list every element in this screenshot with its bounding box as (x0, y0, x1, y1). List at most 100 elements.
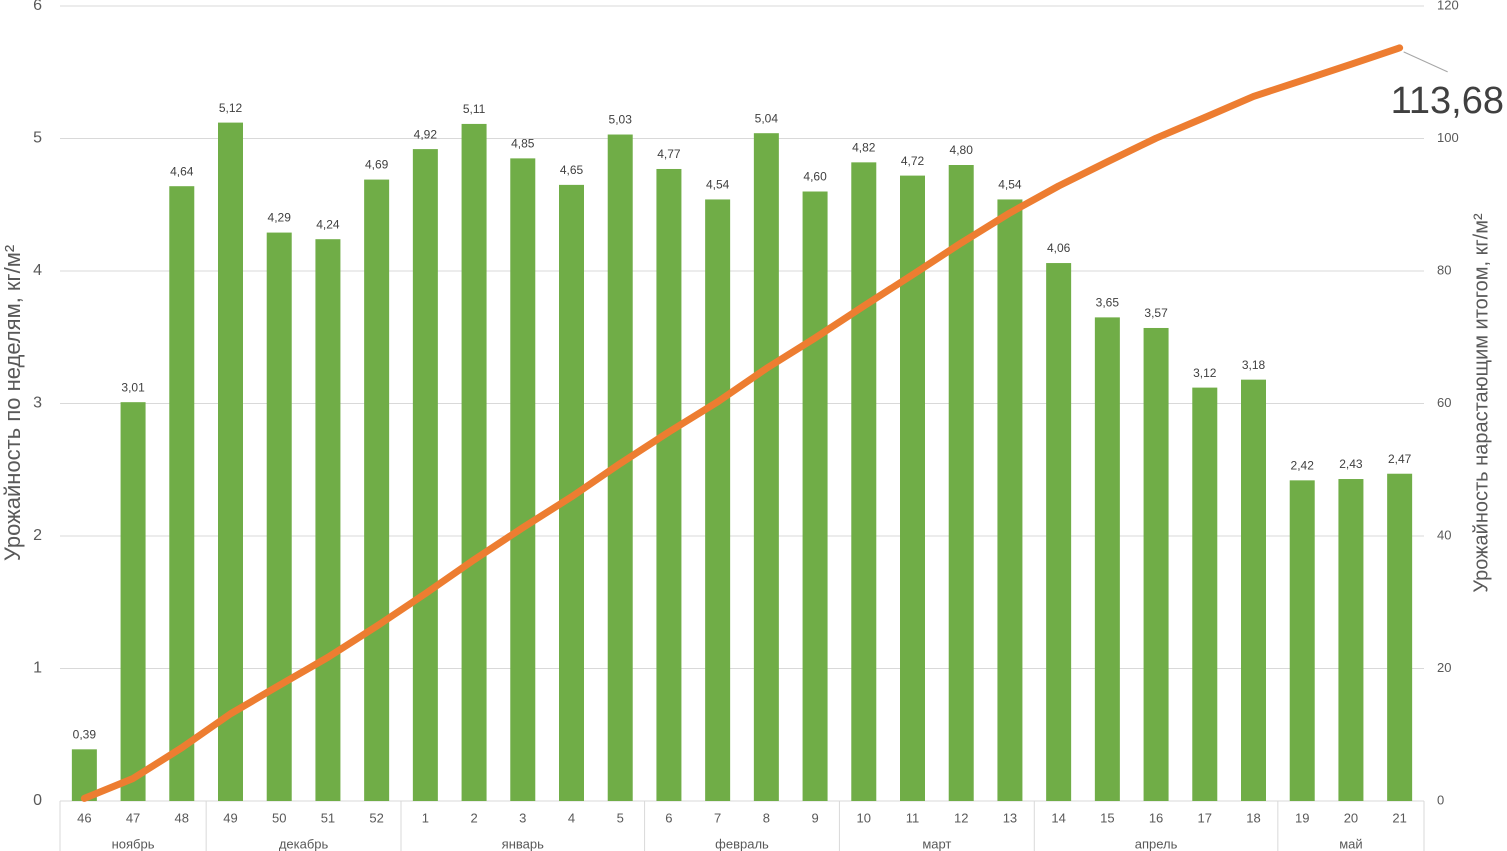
bar (948, 165, 974, 801)
x-tick-label: 49 (223, 810, 237, 825)
data-label: 113,68 (1391, 80, 1504, 122)
leader-line (1403, 51, 1448, 73)
bar (412, 149, 438, 802)
x-tick-label: 2 (470, 810, 477, 825)
group-label: апрель (1135, 836, 1178, 851)
group-label: февраль (715, 836, 769, 851)
data-label: 5,04 (755, 111, 779, 125)
y-tick-label: 6 (33, 0, 42, 14)
data-label: 5,03 (609, 113, 633, 127)
x-tick-label: 8 (763, 810, 770, 825)
bar (120, 402, 146, 801)
data-label: 2,47 (1388, 452, 1412, 466)
x-tick-label: 51 (321, 810, 335, 825)
group-label: март (922, 836, 951, 851)
x-tick-label: 21 (1392, 810, 1406, 825)
data-label: 3,18 (1242, 358, 1266, 372)
x-tick-label: 5 (617, 810, 624, 825)
data-label: 4,65 (560, 163, 584, 177)
y2-tick-label: 40 (1437, 527, 1451, 542)
data-label: 2,42 (1291, 459, 1315, 473)
y-tick-label: 0 (33, 792, 42, 809)
group-label: ноябрь (112, 836, 155, 851)
y2-tick-label: 20 (1437, 660, 1451, 675)
bar (997, 199, 1023, 801)
x-tick-label: 15 (1100, 810, 1114, 825)
x-tick-label: 10 (857, 810, 871, 825)
bar (461, 123, 487, 802)
x-tick-label: 3 (519, 810, 526, 825)
x-tick-label: 16 (1149, 810, 1163, 825)
x-tick-label: 46 (77, 810, 91, 825)
bar (753, 133, 779, 801)
data-label: 4,85 (511, 137, 535, 151)
data-label: 5,12 (219, 101, 243, 115)
x-tick-label: 12 (954, 810, 968, 825)
bar (315, 239, 341, 801)
y-tick-label: 3 (33, 395, 42, 412)
x-tick-label: 18 (1246, 810, 1260, 825)
data-label: 4,24 (316, 217, 340, 231)
data-label: 5,11 (463, 102, 486, 116)
bar (1241, 379, 1266, 801)
x-tick-label: 19 (1295, 810, 1309, 825)
data-label: 4,82 (852, 141, 876, 155)
group-label: декабрь (279, 836, 329, 851)
x-tick-label: 52 (369, 810, 383, 825)
data-label: 3,12 (1193, 366, 1217, 380)
x-tick-label: 1 (422, 810, 429, 825)
bar (510, 158, 536, 801)
x-tick-label: 50 (272, 810, 286, 825)
data-label: 4,60 (803, 170, 827, 184)
group-label: январь (502, 836, 544, 851)
bar (802, 191, 828, 801)
bar (266, 232, 292, 801)
x-tick-label: 9 (811, 810, 818, 825)
y-tick-label: 1 (33, 660, 42, 677)
x-tick-label: 11 (906, 810, 920, 825)
line (80, 44, 1404, 802)
bar (1046, 263, 1072, 801)
bar (656, 168, 682, 802)
data-label: 4,06 (1047, 241, 1071, 255)
y2-tick-label: 80 (1437, 262, 1451, 277)
data-label: 2,43 (1339, 457, 1363, 471)
x-tick-label: 48 (175, 810, 189, 825)
data-label: 3,65 (1096, 296, 1120, 310)
x-tick-label: 13 (1003, 810, 1017, 825)
y-tick-label: 4 (33, 262, 42, 279)
data-label: 3,57 (1144, 306, 1168, 320)
x-tick-label: 17 (1198, 810, 1212, 825)
y2-tick-label: 120 (1437, 0, 1459, 12)
data-label: 0,39 (73, 727, 97, 741)
x-tick-label: 20 (1344, 810, 1358, 825)
y-axis-title: Урожайность по неделям, кг/м² (0, 245, 25, 561)
data-label: 4,80 (950, 143, 974, 157)
bar (169, 186, 195, 801)
x-tick-label: 47 (126, 810, 140, 825)
y-tick-label: 2 (33, 527, 42, 544)
y2-axis-title: Урожайность нарастающим итогом, кг/м² (1470, 213, 1492, 593)
data-label: 4,92 (414, 127, 438, 141)
data-label: 4,72 (901, 154, 925, 168)
bar (218, 122, 243, 802)
bar (851, 162, 877, 802)
bar (1387, 473, 1413, 801)
group-label: май (1339, 836, 1362, 851)
data-label: 4,54 (998, 178, 1022, 192)
data-label: 4,69 (365, 158, 389, 172)
x-tick-label: 7 (714, 810, 721, 825)
y2-tick-label: 100 (1437, 130, 1459, 145)
y2-tick-label: 0 (1437, 792, 1444, 807)
y-tick-label: 5 (33, 130, 42, 147)
data-label: 4,64 (170, 164, 194, 178)
data-label: 4,77 (657, 147, 681, 161)
bar (1338, 479, 1364, 801)
x-tick-label: 14 (1051, 810, 1065, 825)
bar (1143, 327, 1169, 801)
bar (705, 199, 731, 801)
x-tick-label: 6 (665, 810, 672, 825)
y2-tick-label: 60 (1437, 395, 1451, 410)
bar (1192, 387, 1218, 801)
